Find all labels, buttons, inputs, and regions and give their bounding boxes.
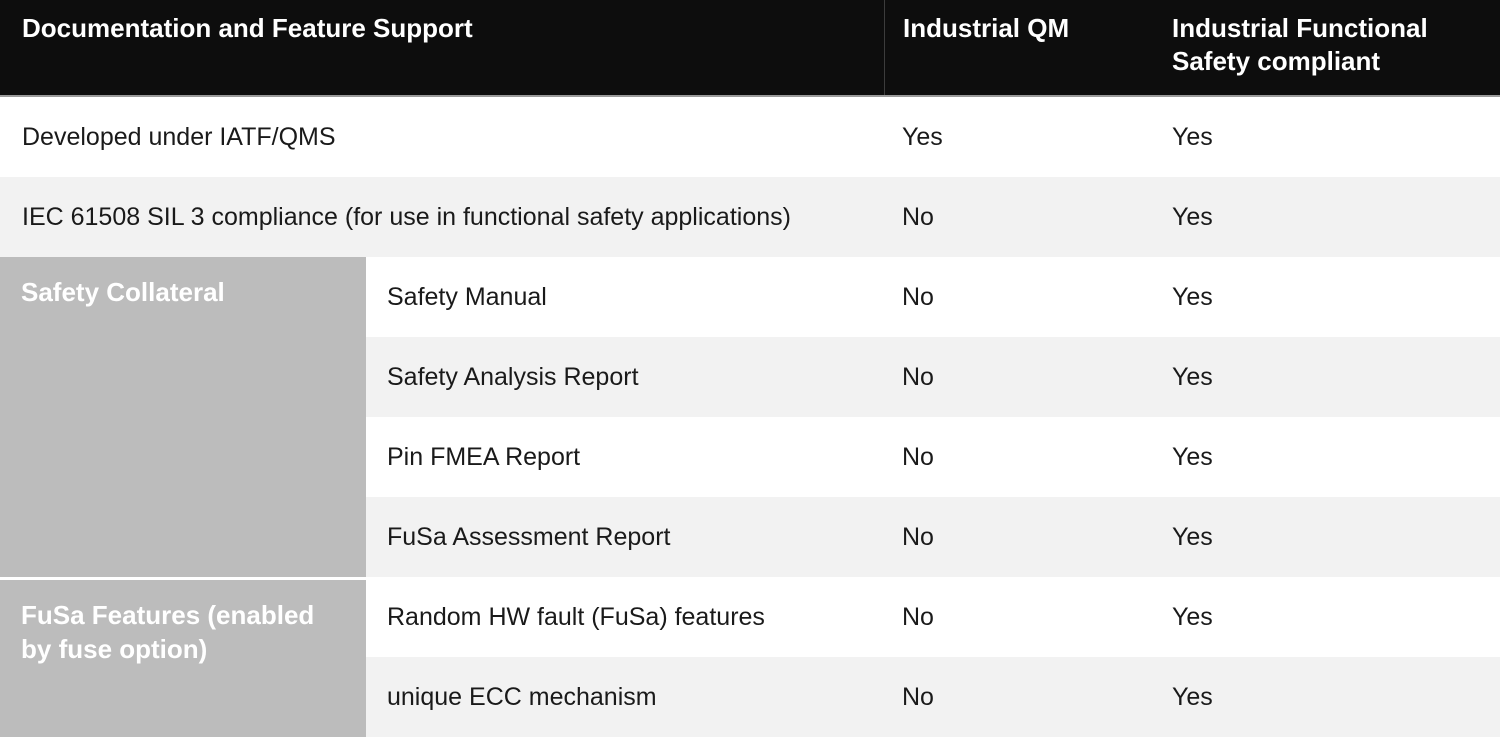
table-row: unique ECC mechanism No Yes — [366, 657, 1500, 737]
table-row: IEC 61508 SIL 3 compliance (for use in f… — [0, 177, 1500, 257]
cell-industrial-fusa: Yes — [1172, 362, 1213, 391]
cell-industrial-fusa: Yes — [1172, 282, 1213, 311]
cell-industrial-qm: No — [902, 362, 934, 391]
row-label: IEC 61508 SIL 3 compliance (for use in f… — [22, 202, 791, 231]
cell-industrial-fusa: Yes — [1172, 682, 1213, 711]
header-col-industrial-qm: Industrial QM — [884, 0, 1152, 95]
cell-industrial-fusa: Yes — [1172, 602, 1213, 631]
group-rows: Safety Manual No Yes Safety Analysis Rep… — [366, 257, 1500, 737]
cell-industrial-fusa: Yes — [1172, 202, 1213, 231]
table-header: Documentation and Feature Support Indust… — [0, 0, 1500, 97]
header-col-documentation: Documentation and Feature Support — [22, 13, 473, 43]
group-label-fusa-features: FuSa Features (enabled by fuse option) — [0, 577, 366, 737]
cell-industrial-qm: No — [902, 442, 934, 471]
cell-industrial-fusa: Yes — [1172, 122, 1213, 151]
group-sidebar: Safety Collateral FuSa Features (enabled… — [0, 257, 366, 737]
header-col-industrial-fusa: Industrial Functional Safety compliant — [1172, 13, 1428, 76]
row-label: Pin FMEA Report — [387, 442, 581, 471]
cell-industrial-fusa: Yes — [1172, 522, 1213, 551]
row-label: Safety Analysis Report — [387, 362, 639, 391]
table-row: Safety Manual No Yes — [366, 257, 1500, 337]
cell-industrial-qm: No — [902, 602, 934, 631]
row-label: unique ECC mechanism — [387, 682, 657, 711]
cell-industrial-qm: No — [902, 522, 934, 551]
cell-industrial-qm: No — [902, 282, 934, 311]
row-label: Random HW fault (FuSa) features — [387, 602, 765, 631]
group-label-safety-collateral: Safety Collateral — [0, 257, 366, 577]
cell-industrial-qm: Yes — [902, 122, 943, 151]
table-row: Pin FMEA Report No Yes — [366, 417, 1500, 497]
row-label: Developed under IATF/QMS — [22, 122, 336, 151]
cell-industrial-fusa: Yes — [1172, 442, 1213, 471]
cell-industrial-qm: No — [902, 202, 934, 231]
table-row: Developed under IATF/QMS Yes Yes — [0, 97, 1500, 177]
grouped-section: Safety Collateral FuSa Features (enabled… — [0, 257, 1500, 737]
table-row: Random HW fault (FuSa) features No Yes — [366, 577, 1500, 657]
row-label: FuSa Assessment Report — [387, 522, 671, 551]
table-row: FuSa Assessment Report No Yes — [366, 497, 1500, 577]
row-label: Safety Manual — [387, 282, 547, 311]
table-row: Safety Analysis Report No Yes — [366, 337, 1500, 417]
cell-industrial-qm: No — [902, 682, 934, 711]
